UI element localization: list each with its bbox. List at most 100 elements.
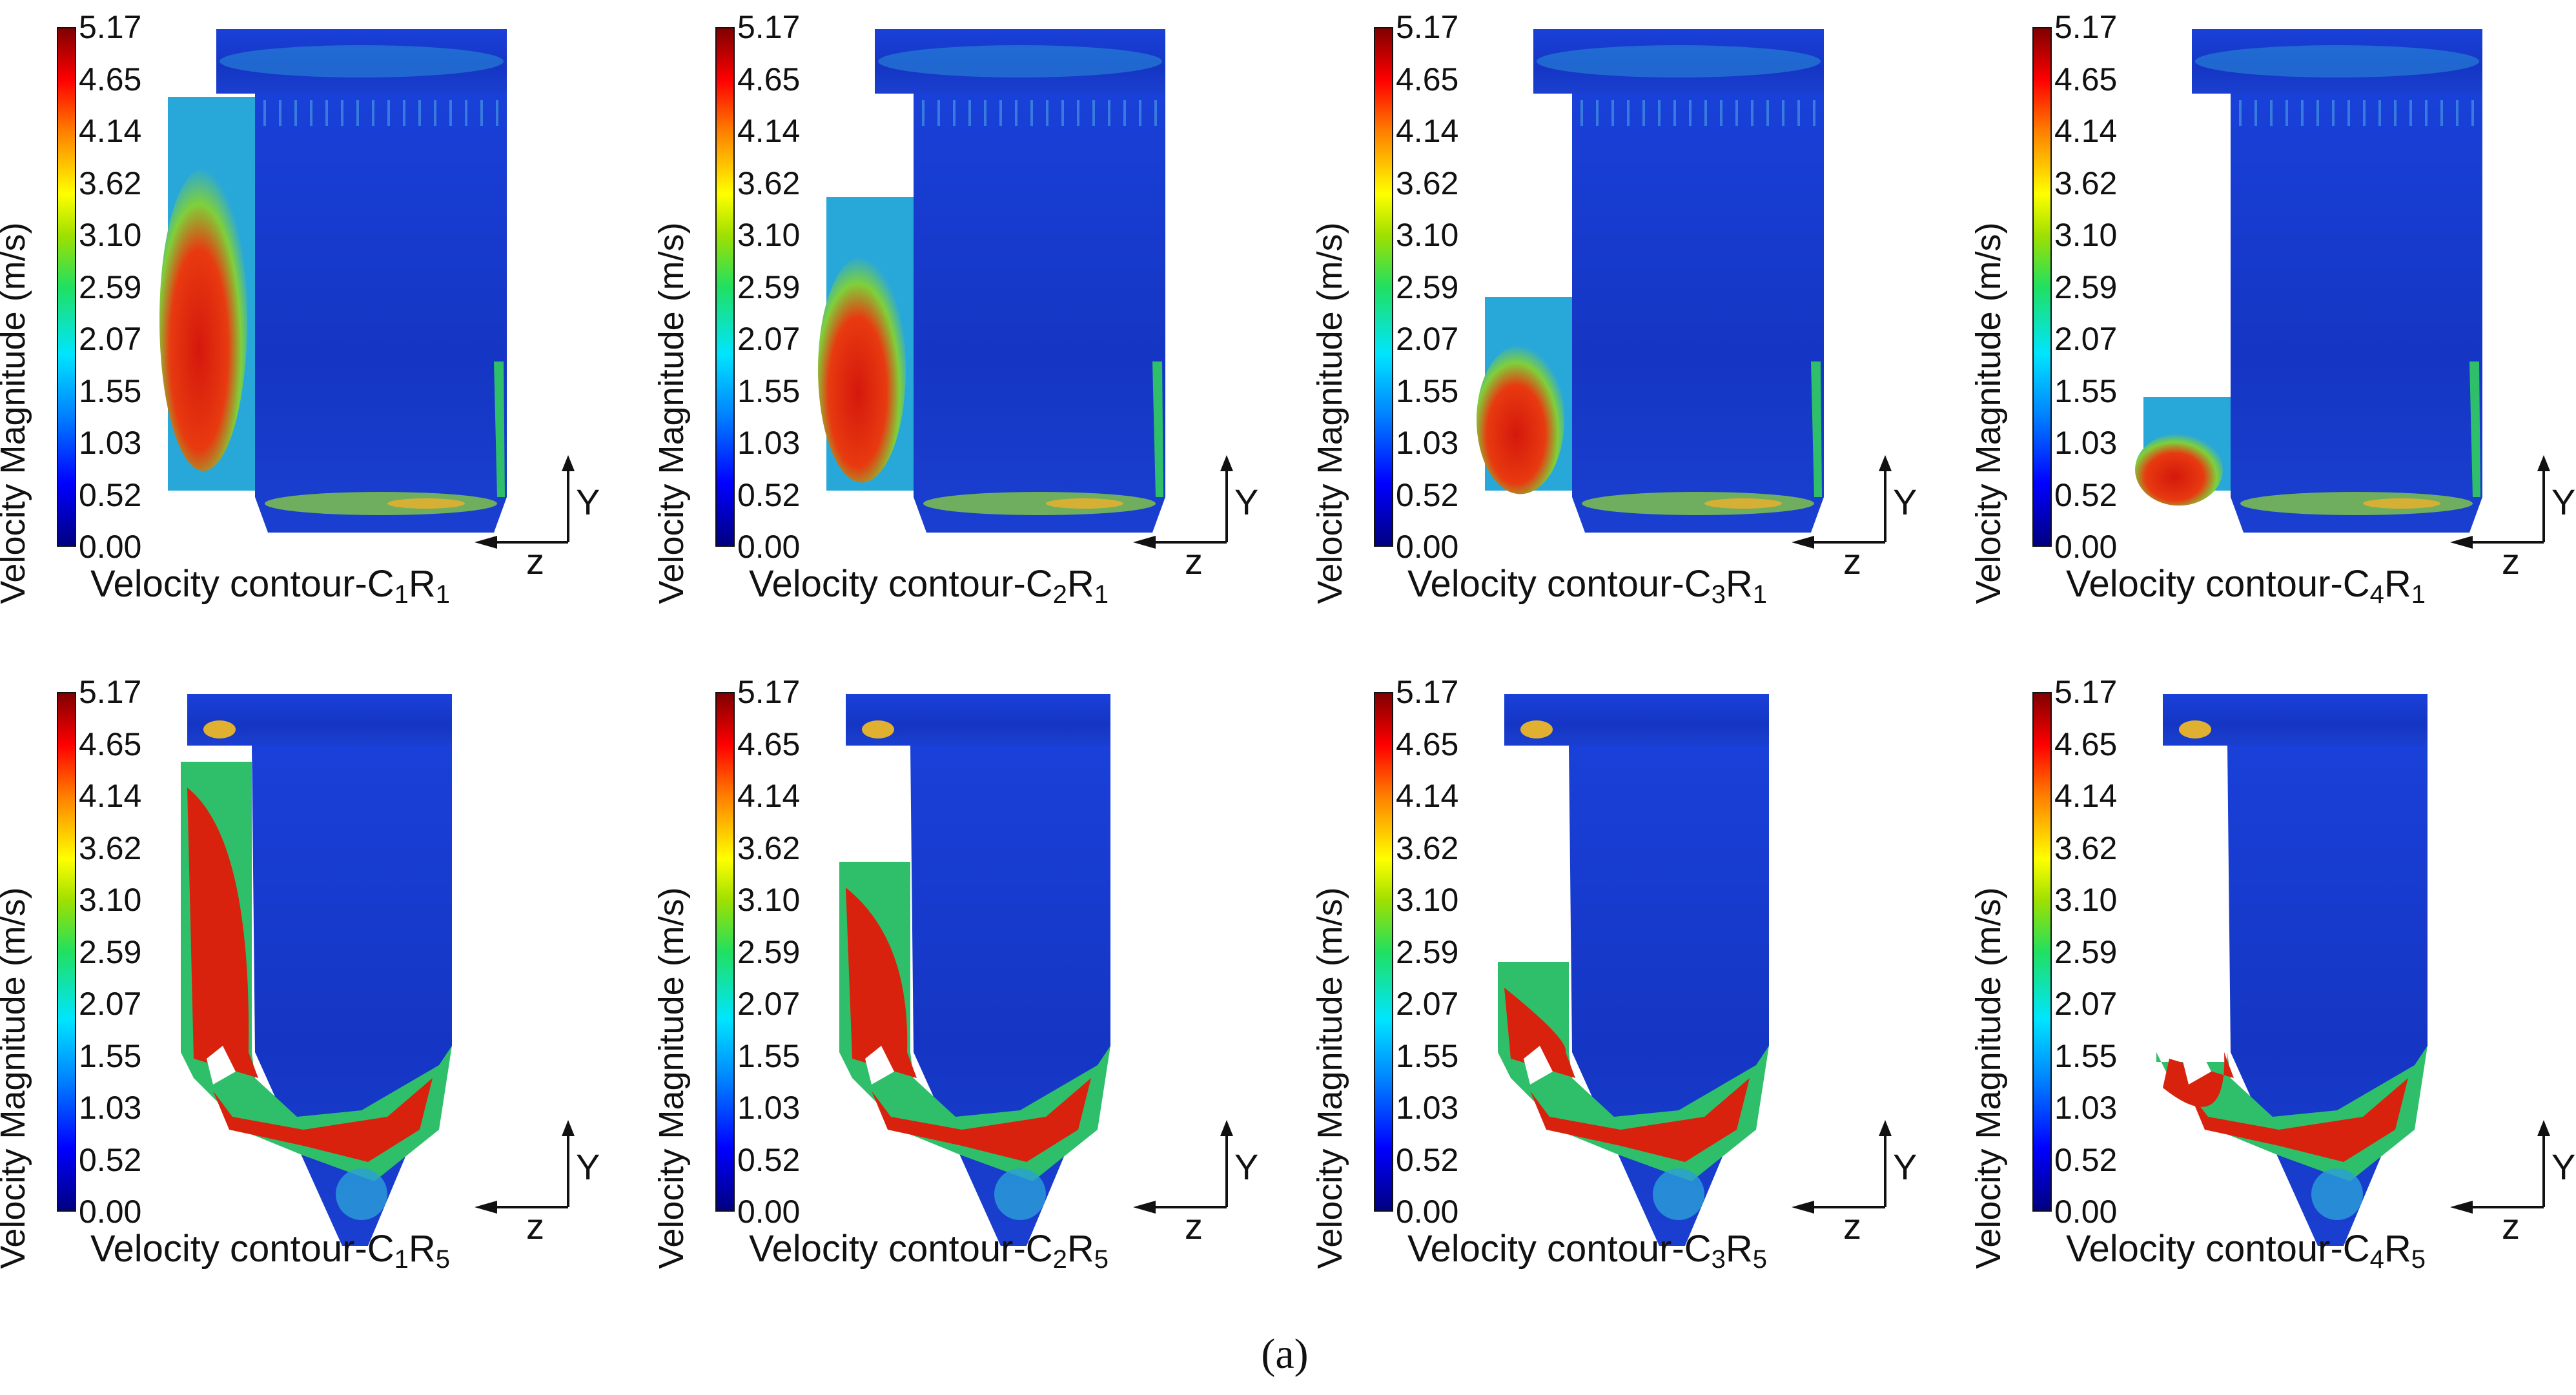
colorbar-tick-label: 4.14 — [2054, 113, 2118, 149]
caption-r-letter: R — [1725, 563, 1753, 605]
caption-prefix: Velocity contour-C — [90, 563, 394, 605]
caption-prefix: Velocity contour-C — [1407, 563, 1712, 605]
colorbar-ticks: 5.17 4.65 4.14 3.62 3.10 2.59 2.07 1.55 1.03 0.52… — [737, 676, 815, 1228]
colorbar-tick-label: 4.14 — [1396, 113, 1459, 149]
colorbar-tick-label: 1.55 — [2054, 1037, 2118, 1074]
colorbar-tick-label: 1.55 — [1396, 372, 1459, 409]
contour-plot — [181, 694, 452, 1246]
caption-r-letter: R — [1725, 1228, 1753, 1270]
panel-c2r5: Velocity Magnitude (m/s) 5.17 4.65 4.14 3.62… — [652, 665, 1304, 1310]
top-plenum — [1504, 694, 1769, 746]
panel-c2r1: Velocity Magnitude (m/s) 5.17 4.65 4.14 3.62… — [652, 0, 1304, 646]
panel-caption: Velocity contour-C3R1 — [1407, 562, 1767, 617]
caption-r-index: 5 — [1752, 1245, 1768, 1274]
colorbar-tick-label: 5.17 — [79, 674, 142, 710]
caption-r-letter: R — [1067, 1228, 1094, 1270]
colorbar-tick-label: 3.10 — [2054, 882, 2118, 918]
outlet-duct — [181, 762, 452, 1181]
colorbar-tick-label: 1.03 — [1396, 1090, 1459, 1126]
colorbar-tick-label: 2.59 — [2054, 269, 2118, 305]
colorbar-tick-label: 2.59 — [79, 933, 142, 970]
colorbar-tick-label: 4.65 — [737, 61, 801, 97]
colorbar-tick-label: 4.65 — [737, 726, 801, 762]
panel-caption: Velocity contour-C3R5 — [1407, 1227, 1767, 1282]
axis-z-label: z — [1843, 1206, 1861, 1247]
panel-c1r1: Velocity Magnitude (m/s) 5.17 4.65 4.14 3.62… — [0, 0, 646, 646]
colorbar-tick-label: 3.62 — [79, 830, 142, 866]
panel-caption: Velocity contour-C2R1 — [749, 562, 1109, 617]
colorbar — [1374, 27, 1393, 547]
caption-prefix: Velocity contour-C — [749, 1228, 1053, 1270]
caption-c-index: 3 — [1711, 580, 1726, 609]
panel-c4r1: Velocity Magnitude (m/s) 5.17 4.65 4.14 3.62… — [1969, 0, 2576, 646]
caption-c-index: 2 — [1052, 1245, 1067, 1274]
axis-z-label: z — [1185, 1206, 1203, 1247]
contour-plot — [1477, 29, 1824, 533]
panel-caption: Velocity contour-C2R5 — [749, 1227, 1109, 1282]
caption-r-letter: R — [408, 1228, 436, 1270]
panel-c4r5: Velocity Magnitude (m/s) 5.17 4.65 4.14 3.62… — [1969, 665, 2576, 1310]
colorbar-ticks: 5.17 4.65 4.14 3.62 3.10 2.59 2.07 1.55 1.03 0.52… — [1396, 11, 1473, 563]
panel-c3r5: Velocity Magnitude (m/s) 5.17 4.65 4.14 3.62… — [1311, 665, 1963, 1310]
caption-r-index: 1 — [2411, 580, 2426, 609]
colorbar-ticks: 5.17 4.65 4.14 3.62 3.10 2.59 2.07 1.55 1.03 0.52… — [1396, 676, 1473, 1228]
colorbar-tick-label: 2.59 — [1396, 269, 1459, 305]
colorbar-tick-label: 2.59 — [2054, 933, 2118, 970]
axis-z-label: z — [1843, 541, 1861, 582]
colorbar-tick-label: 2.07 — [737, 986, 801, 1022]
caption-c-index: 1 — [394, 580, 409, 609]
colorbar-tick-label: 5.17 — [737, 674, 801, 710]
colorbar-tick-label: 0.52 — [79, 1141, 142, 1178]
colorbar-tick-label: 1.03 — [79, 425, 142, 461]
colorbar-tick-label: 0.52 — [2054, 476, 2118, 513]
colorbar-tick-label: 0.52 — [79, 476, 142, 513]
caption-r-letter: R — [1067, 563, 1094, 605]
outlet-duct — [839, 862, 1110, 1181]
panel-caption: Velocity contour-C4R1 — [2066, 562, 2426, 617]
colorbar-tick-label: 4.65 — [79, 61, 142, 97]
colorbar-tick-label: 1.55 — [737, 372, 801, 409]
colorbar-tick-label: 0.52 — [737, 476, 801, 513]
top-plenum — [846, 694, 1110, 746]
colorbar-tick-label: 3.62 — [2054, 165, 2118, 201]
colorbar-tick-label: 4.14 — [79, 778, 142, 814]
colorbar-tick-label: 4.65 — [2054, 61, 2118, 97]
colorbar-tick-label: 5.17 — [79, 9, 142, 45]
colorbar-tick-label: 0.00 — [79, 529, 142, 565]
colorbar-tick-label: 0.52 — [2054, 1141, 2118, 1178]
top-plenum — [2163, 694, 2428, 746]
axis-z-label: z — [2502, 1206, 2520, 1247]
contour-plot — [818, 29, 1165, 533]
caption-r-letter: R — [2384, 563, 2411, 605]
colorbar-ticks: 5.17 4.65 4.14 3.62 3.10 2.59 2.07 1.55 1.03 0.52… — [79, 11, 156, 563]
colorbar — [57, 692, 76, 1212]
axis-y-label: Y — [2551, 1146, 2576, 1187]
colorbar-tick-label: 1.03 — [737, 1090, 801, 1126]
caption-c-index: 4 — [2369, 1245, 2384, 1274]
colorbar-tick-label: 1.55 — [79, 1037, 142, 1074]
colorbar-tick-label: 2.59 — [1396, 933, 1459, 970]
colorbar-tick-label: 1.55 — [1396, 1037, 1459, 1074]
contour-plot — [2135, 29, 2482, 533]
axis-z-label: z — [1185, 541, 1203, 582]
colorbar-ticks: 5.17 4.65 4.14 3.62 3.10 2.59 2.07 1.55 1.03 0.52… — [2054, 676, 2132, 1228]
panel-caption: Velocity contour-C1R1 — [90, 562, 450, 617]
colorbar-tick-label: 3.10 — [1396, 882, 1459, 918]
colorbar-tick-label: 1.03 — [737, 425, 801, 461]
colorbar-tick-label: 0.00 — [79, 1194, 142, 1230]
colorbar-tick-label: 3.10 — [1396, 217, 1459, 253]
colorbar-tick-label: 1.55 — [737, 1037, 801, 1074]
colorbar-tick-label: 0.00 — [737, 1194, 801, 1230]
colorbar-tick-label: 2.59 — [79, 269, 142, 305]
caption-r-index: 1 — [1752, 580, 1768, 609]
colorbar-tick-label: 5.17 — [2054, 9, 2118, 45]
caption-r-index: 1 — [435, 580, 451, 609]
colorbar-tick-label: 1.03 — [2054, 425, 2118, 461]
colorbar-tick-label: 4.65 — [1396, 726, 1459, 762]
colorbar-tick-label: 2.07 — [1396, 986, 1459, 1022]
colorbar-tick-label: 3.10 — [737, 217, 801, 253]
main-chamber — [255, 94, 507, 533]
